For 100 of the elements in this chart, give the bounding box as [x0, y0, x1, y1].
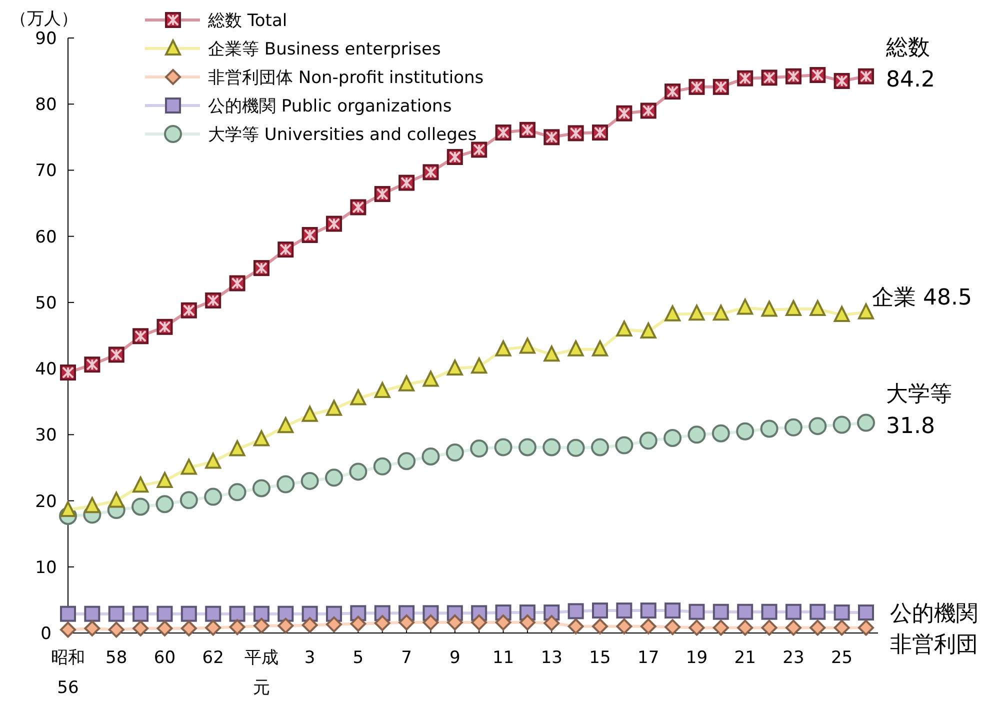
point [568, 618, 584, 634]
point [616, 618, 632, 634]
point [640, 322, 656, 339]
point [446, 360, 463, 376]
point [544, 615, 560, 632]
point [664, 305, 681, 322]
point [398, 452, 416, 470]
point [422, 370, 439, 387]
x-tick-label: 60 [154, 648, 176, 668]
point [495, 340, 512, 356]
point [494, 438, 512, 456]
point [688, 304, 705, 321]
point [542, 438, 561, 456]
point [616, 320, 632, 337]
point [785, 300, 802, 316]
legend-label: 非営利団体 Non-profit institutions [208, 68, 484, 88]
text: 総数 84.2 [885, 35, 935, 92]
y-tick-label: 20 [35, 492, 57, 512]
y-tick-label: 60 [35, 227, 57, 248]
point [832, 416, 851, 434]
point [834, 604, 850, 621]
point [180, 491, 198, 510]
point [132, 606, 149, 622]
point [688, 604, 705, 620]
y-tick-label: 80 [35, 95, 57, 116]
point [132, 476, 149, 493]
point [712, 604, 729, 620]
point [737, 298, 754, 315]
point [568, 340, 584, 356]
x-tick-label: 13 [540, 648, 562, 668]
point [761, 620, 778, 636]
point [253, 606, 270, 622]
point [519, 614, 536, 630]
point [84, 620, 100, 636]
point [180, 458, 197, 475]
point [688, 426, 706, 444]
point [519, 338, 536, 354]
point [132, 620, 149, 636]
point [278, 606, 294, 622]
point [350, 389, 366, 406]
point [156, 620, 173, 636]
point [374, 615, 390, 632]
point [446, 614, 463, 630]
point [664, 428, 682, 447]
point [761, 604, 778, 620]
point [616, 602, 632, 619]
x-tick-label: 9 [449, 648, 460, 668]
y-tick-label: 30 [35, 426, 57, 446]
point [471, 358, 488, 374]
point [180, 606, 197, 622]
point [712, 620, 729, 636]
point [60, 622, 76, 638]
x-tick-label: 62 [202, 648, 224, 668]
y-tick-label: 40 [35, 360, 57, 380]
point [664, 602, 681, 619]
point [205, 606, 222, 622]
y-tick-label: 10 [35, 558, 57, 578]
point [639, 432, 658, 450]
x-tick-label: 58 [106, 648, 128, 668]
point [495, 614, 512, 630]
y-tick-label: 90 [35, 29, 57, 49]
point [785, 604, 802, 620]
point [156, 495, 174, 514]
point [640, 602, 656, 619]
y-tick-label: 70 [35, 161, 57, 182]
x-tick-label: 昭和56 [51, 648, 85, 698]
point [857, 414, 875, 432]
point [858, 604, 874, 621]
y-axis-title: （万人） [10, 9, 78, 29]
point [204, 488, 222, 506]
point [180, 620, 197, 636]
point [446, 444, 464, 462]
point [228, 483, 246, 502]
point [737, 620, 754, 636]
point [349, 462, 368, 481]
y-tick-label: 50 [35, 293, 57, 314]
point [252, 479, 270, 498]
x-tick-label: 11 [492, 648, 514, 668]
point [760, 420, 778, 438]
point [350, 616, 366, 632]
point [664, 619, 681, 636]
point [205, 620, 222, 636]
point [108, 622, 124, 638]
point [470, 440, 488, 458]
y-tick-label: 0 [40, 624, 52, 644]
point [253, 618, 270, 634]
point [205, 452, 222, 469]
point [761, 300, 778, 317]
point [422, 614, 439, 630]
point [810, 620, 826, 636]
point [278, 618, 294, 634]
point [108, 606, 124, 622]
point [592, 602, 608, 619]
point [736, 422, 754, 440]
point [640, 618, 656, 634]
point [302, 406, 318, 422]
point [84, 606, 100, 622]
point [229, 440, 246, 456]
point [326, 616, 342, 632]
point [326, 400, 342, 416]
